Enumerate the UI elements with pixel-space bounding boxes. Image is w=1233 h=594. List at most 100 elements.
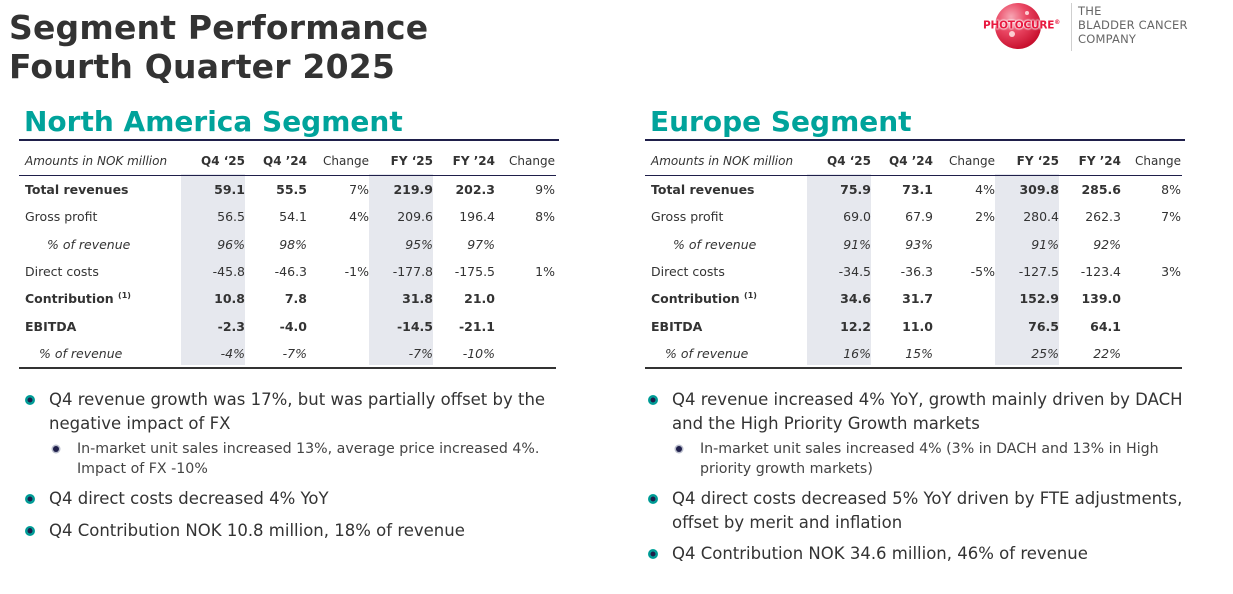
row-label: % of revenue (665, 345, 749, 361)
column-header: Q4 ‘25 (827, 154, 871, 168)
table-cell: 97% (467, 236, 495, 252)
row-label: Direct costs (25, 264, 99, 280)
table-row: % of revenue 96% 98% 95% 97% (19, 231, 556, 258)
column-header: Change (1135, 154, 1181, 168)
table-cell: -46.3 (274, 264, 307, 280)
table-cell: -21.1 (458, 318, 495, 334)
table-cell: 7% (349, 182, 369, 198)
north-america-segment: North America Segment Amounts in NOK mil… (19, 104, 559, 369)
bullet-item: Q4 direct costs decreased 5% YoY driven … (648, 487, 1208, 534)
table-cell: 76.5 (1028, 318, 1059, 334)
table-row: Contribution (1) 34.6 31.7 152.9 139.0 (645, 285, 1182, 312)
table-cell: 21.0 (464, 291, 495, 307)
table-cell: 56.5 (217, 209, 245, 225)
table-row: % of revenue -4% -7% -7% -10% (19, 340, 556, 367)
bullet-text: Q4 direct costs decreased 5% YoY driven … (672, 489, 1183, 532)
table-cell: -7% (408, 345, 433, 361)
column-header: FY ‘25 (1016, 154, 1059, 168)
table-row: Contribution (1) 10.8 7.8 31.8 21.0 (19, 285, 556, 312)
table-cell: 152.9 (1019, 291, 1059, 307)
table-row: Total revenues 75.9 73.1 4% 309.8 285.6 8% (645, 176, 1182, 203)
bullet-icon (25, 525, 35, 536)
row-label: Direct costs (651, 264, 725, 280)
table-cell: -2.3 (217, 318, 245, 334)
table-cell: 8% (1161, 182, 1181, 198)
page-title-line1: Segment Performance (9, 8, 429, 47)
table-cell: -127.5 (1018, 264, 1059, 280)
column-header: Change (509, 154, 555, 168)
row-label: Total revenues (651, 182, 755, 198)
table-cell: 67.9 (905, 209, 933, 225)
row-label: Contribution (1) (25, 291, 131, 307)
table-cell: -10% (462, 345, 495, 361)
europe-segment: Europe Segment Amounts in NOK million Q4 … (645, 104, 1185, 369)
table-cell: 55.5 (276, 182, 307, 198)
page-title-line2: Fourth Quarter 2025 (9, 47, 396, 86)
table-cell: 73.1 (902, 182, 933, 198)
bullet-item: Q4 Contribution NOK 10.8 million, 18% of… (25, 519, 585, 543)
footnote-marker: (1) (744, 291, 757, 301)
row-label: % of revenue (673, 236, 757, 252)
bullet-text: Q4 direct costs decreased 4% YoY (49, 489, 329, 508)
column-header: Q4 ’24 (263, 154, 307, 168)
bullet-item: Q4 direct costs decreased 4% YoY (25, 487, 585, 511)
bullet-icon (648, 549, 658, 559)
table-cell: -45.8 (212, 264, 245, 280)
logo-tagline: THE BLADDER CANCER COMPANY (1078, 4, 1188, 46)
table-cell: 209.6 (397, 209, 433, 225)
table-cell: -7% (282, 345, 307, 361)
column-highlight-q4 (807, 174, 871, 365)
table-row: Total revenues 59.1 55.5 7% 219.9 202.3 9% (19, 176, 556, 203)
table-header-row: Amounts in NOK million Q4 ‘25 Q4 ’24 Change… (19, 154, 556, 176)
segment-title: North America Segment (24, 105, 403, 138)
table-cell: -4% (220, 345, 245, 361)
sub-bullet-icon (676, 446, 682, 452)
table-cell: 139.0 (1081, 291, 1121, 307)
table-row: Gross profit 56.5 54.1 4% 209.6 196.4 8% (19, 203, 556, 230)
table-cell: 1% (535, 264, 555, 280)
table-cell: 202.3 (455, 182, 495, 198)
table-cell: 59.1 (214, 182, 245, 198)
table-cell: -4.0 (279, 318, 307, 334)
column-highlight-fy (995, 174, 1059, 365)
row-label: % of revenue (39, 345, 123, 361)
row-label: % of revenue (47, 236, 131, 252)
table-cell: -5% (970, 264, 995, 280)
row-label: EBITDA (651, 318, 703, 334)
table-cell: 92% (1093, 236, 1121, 252)
column-highlight-fy (369, 174, 433, 365)
table-row: % of revenue 91% 93% 91% 92% (645, 231, 1182, 258)
table-row: EBITDA -2.3 -4.0 -14.5 -21.1 (19, 312, 556, 339)
sub-bullet-item: In-market unit sales increased 4% (3% in… (648, 439, 1208, 479)
table-cell: 54.1 (279, 209, 307, 225)
bullet-icon (648, 494, 658, 504)
bullet-item: Q4 Contribution NOK 34.6 million, 46% of… (648, 542, 1208, 566)
table-header-row: Amounts in NOK million Q4 ‘25 Q4 ’24 Change… (645, 154, 1182, 176)
table-cell: 3% (1161, 264, 1181, 280)
sub-bullet-item: In-market unit sales increased 13%, aver… (25, 439, 585, 479)
bullet-icon (648, 395, 658, 405)
segment-title-rule (645, 139, 1185, 141)
table-cell: -14.5 (396, 318, 433, 334)
column-header: FY ’24 (1078, 154, 1121, 168)
table-cell: -36.3 (900, 264, 933, 280)
table-cell: 2% (975, 209, 995, 225)
bullet-item: Q4 revenue increased 4% YoY, growth main… (648, 388, 1208, 435)
segment-table: Amounts in NOK million Q4 ‘25 Q4 ’24 Change… (19, 154, 556, 369)
table-bottom-rule (19, 367, 556, 369)
table-cell: 95% (405, 236, 433, 252)
bullet-text: Q4 revenue growth was 17%, but was parti… (49, 390, 546, 433)
bullet-text: Q4 revenue increased 4% YoY, growth main… (672, 390, 1183, 433)
photocure-logo: PHOTOCURE® THE BLADDER CANCER COMPANY (983, 3, 1198, 51)
column-header-units: Amounts in NOK million (25, 154, 168, 168)
table-row: Direct costs -45.8 -46.3 -1% -177.8 -175.5 1% (19, 258, 556, 285)
table-row: Direct costs -34.5 -36.3 -5% -127.5 -123.4 3% (645, 258, 1182, 285)
bullet-text: Q4 Contribution NOK 10.8 million, 18% of… (49, 520, 465, 540)
table-cell: 64.1 (1090, 318, 1121, 334)
table-cell: 280.4 (1023, 209, 1059, 225)
sub-bullet-icon (53, 446, 59, 452)
table-cell: 96% (217, 236, 245, 252)
logo-wordmark: PHOTOCURE® (983, 19, 1060, 32)
table-cell: 34.6 (840, 291, 871, 307)
table-cell: -177.8 (392, 264, 433, 280)
